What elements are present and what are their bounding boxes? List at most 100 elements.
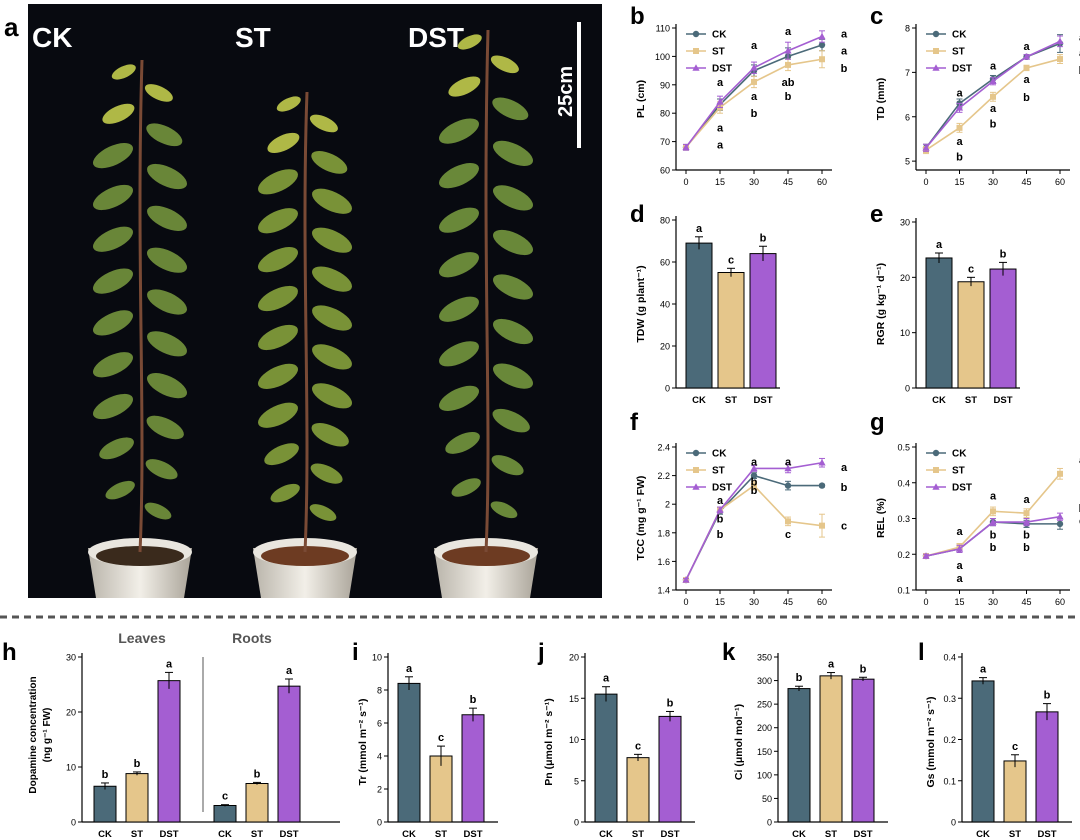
- data-point: [955, 104, 964, 111]
- leaf: [493, 185, 533, 211]
- significance-letter: c: [222, 791, 228, 803]
- leaf: [312, 266, 352, 292]
- data-point: [716, 98, 724, 105]
- legend-marker: [693, 48, 699, 54]
- panel-label-c: c: [870, 3, 883, 30]
- data-point: [1023, 510, 1030, 517]
- x-tick-label: DST: [1038, 829, 1057, 840]
- significance-letter: b: [1044, 690, 1051, 702]
- stem: [484, 29, 490, 553]
- leaf: [93, 310, 133, 336]
- legend-marker: [692, 30, 700, 38]
- y-axis-label: REL (%): [875, 498, 887, 538]
- photo-label-st: ST: [235, 22, 271, 53]
- significance-letter: b: [956, 152, 963, 164]
- x-tick-label: DST: [994, 395, 1013, 406]
- data-point: [819, 522, 825, 529]
- panel-label-i: i: [352, 639, 359, 666]
- y-tick-label: 10: [900, 328, 910, 338]
- significance-letter: b: [1023, 530, 1030, 542]
- data-point: [784, 46, 792, 54]
- significance-letter: b: [760, 232, 767, 244]
- bar-st: [957, 281, 985, 389]
- y-tick-label: 200: [757, 723, 772, 733]
- significance-letter: b: [841, 63, 848, 75]
- bar-ck: [685, 242, 713, 389]
- leaf: [276, 96, 301, 112]
- y-axis-label: PL (cm): [635, 80, 647, 118]
- bar-ck: [925, 257, 953, 389]
- leaf: [312, 188, 352, 214]
- y-axis-label: TCC (mg g⁻¹ FW): [635, 476, 647, 561]
- data-point: [989, 77, 997, 85]
- significance-letter: b: [751, 476, 758, 488]
- x-tick-label: 45: [1021, 177, 1031, 187]
- y-tick-label: 30: [900, 218, 910, 228]
- panel-label-h: h: [2, 639, 17, 666]
- leaf: [439, 341, 479, 367]
- bar-ck: [397, 682, 421, 823]
- significance-letter: a: [696, 223, 703, 235]
- leaf: [311, 422, 349, 447]
- photo-label-ck: CK: [32, 22, 72, 53]
- significance-letter: a: [1023, 41, 1030, 53]
- panel-label-d: d: [630, 201, 645, 228]
- series-line-st: [685, 484, 823, 581]
- x-tick-label: DST: [160, 829, 179, 840]
- leaf: [147, 205, 187, 231]
- y-tick-label: 10: [569, 735, 579, 745]
- legend-marker: [932, 483, 940, 490]
- leaf: [493, 363, 533, 389]
- y-tick-label: 10: [372, 653, 382, 663]
- data-point: [1056, 520, 1064, 528]
- line-chart-f: 1.41.61.822.22.40 15 30 45 60abbabbacabcCKST…: [657, 443, 847, 608]
- leaf: [439, 385, 479, 411]
- legend-label: CK: [952, 449, 967, 460]
- stem: [303, 91, 309, 553]
- y-tick-label: 100: [757, 770, 772, 780]
- x-tick-label: 30: [749, 597, 759, 607]
- significance-letter: c: [1012, 741, 1018, 753]
- bar-chart-k: 0 50 100 150 200 250 300 350 b CK a ST b DST: [757, 653, 888, 840]
- panel-label-f: f: [630, 409, 639, 436]
- data-point: [750, 464, 758, 472]
- y-tick-label: 0: [377, 818, 382, 828]
- data-point: [989, 518, 997, 525]
- significance-letter: b: [470, 694, 477, 706]
- leaf: [439, 296, 479, 322]
- x-tick-label: 60: [817, 177, 827, 187]
- x-tick-label: 15: [715, 597, 725, 607]
- data-point: [818, 458, 826, 466]
- y-tick-label: 0: [905, 384, 910, 394]
- y-tick-label: 0.1: [897, 586, 910, 596]
- leaf: [258, 208, 298, 234]
- leaf: [312, 305, 352, 331]
- leaf: [105, 480, 135, 500]
- significance-letter: b: [785, 91, 792, 103]
- leaf: [491, 455, 524, 476]
- x-tick-label: CK: [599, 829, 613, 840]
- x-tick-label: ST: [725, 395, 737, 406]
- significance-letter: b: [796, 672, 803, 684]
- significance-letter: a: [990, 490, 997, 502]
- significance-letter: a: [980, 664, 987, 676]
- significance-letter: a: [990, 61, 997, 73]
- bar-chart-j: 0 5 10 15 20 a CK c ST b DST: [569, 653, 695, 840]
- bar-st: [626, 757, 650, 823]
- significance-letter: a: [717, 139, 724, 151]
- significance-letter: c: [785, 529, 791, 541]
- x-tick-label: 15: [715, 177, 725, 187]
- significance-letter: a: [841, 29, 848, 41]
- x-tick-label: 30: [749, 177, 759, 187]
- plant-illustrations: [88, 29, 538, 598]
- soil: [261, 546, 349, 566]
- significance-letter: b: [990, 118, 997, 130]
- x-tick-label: CK: [932, 395, 946, 406]
- legend-label: ST: [952, 466, 965, 477]
- y-tick-label: 7: [905, 68, 910, 78]
- leaf: [93, 393, 133, 420]
- bar-chart-e: 0 10 20 30 a CK c ST b DST: [900, 218, 1020, 406]
- bar-st: [1003, 760, 1027, 823]
- significance-letter: c: [841, 521, 847, 533]
- leaf: [311, 151, 348, 174]
